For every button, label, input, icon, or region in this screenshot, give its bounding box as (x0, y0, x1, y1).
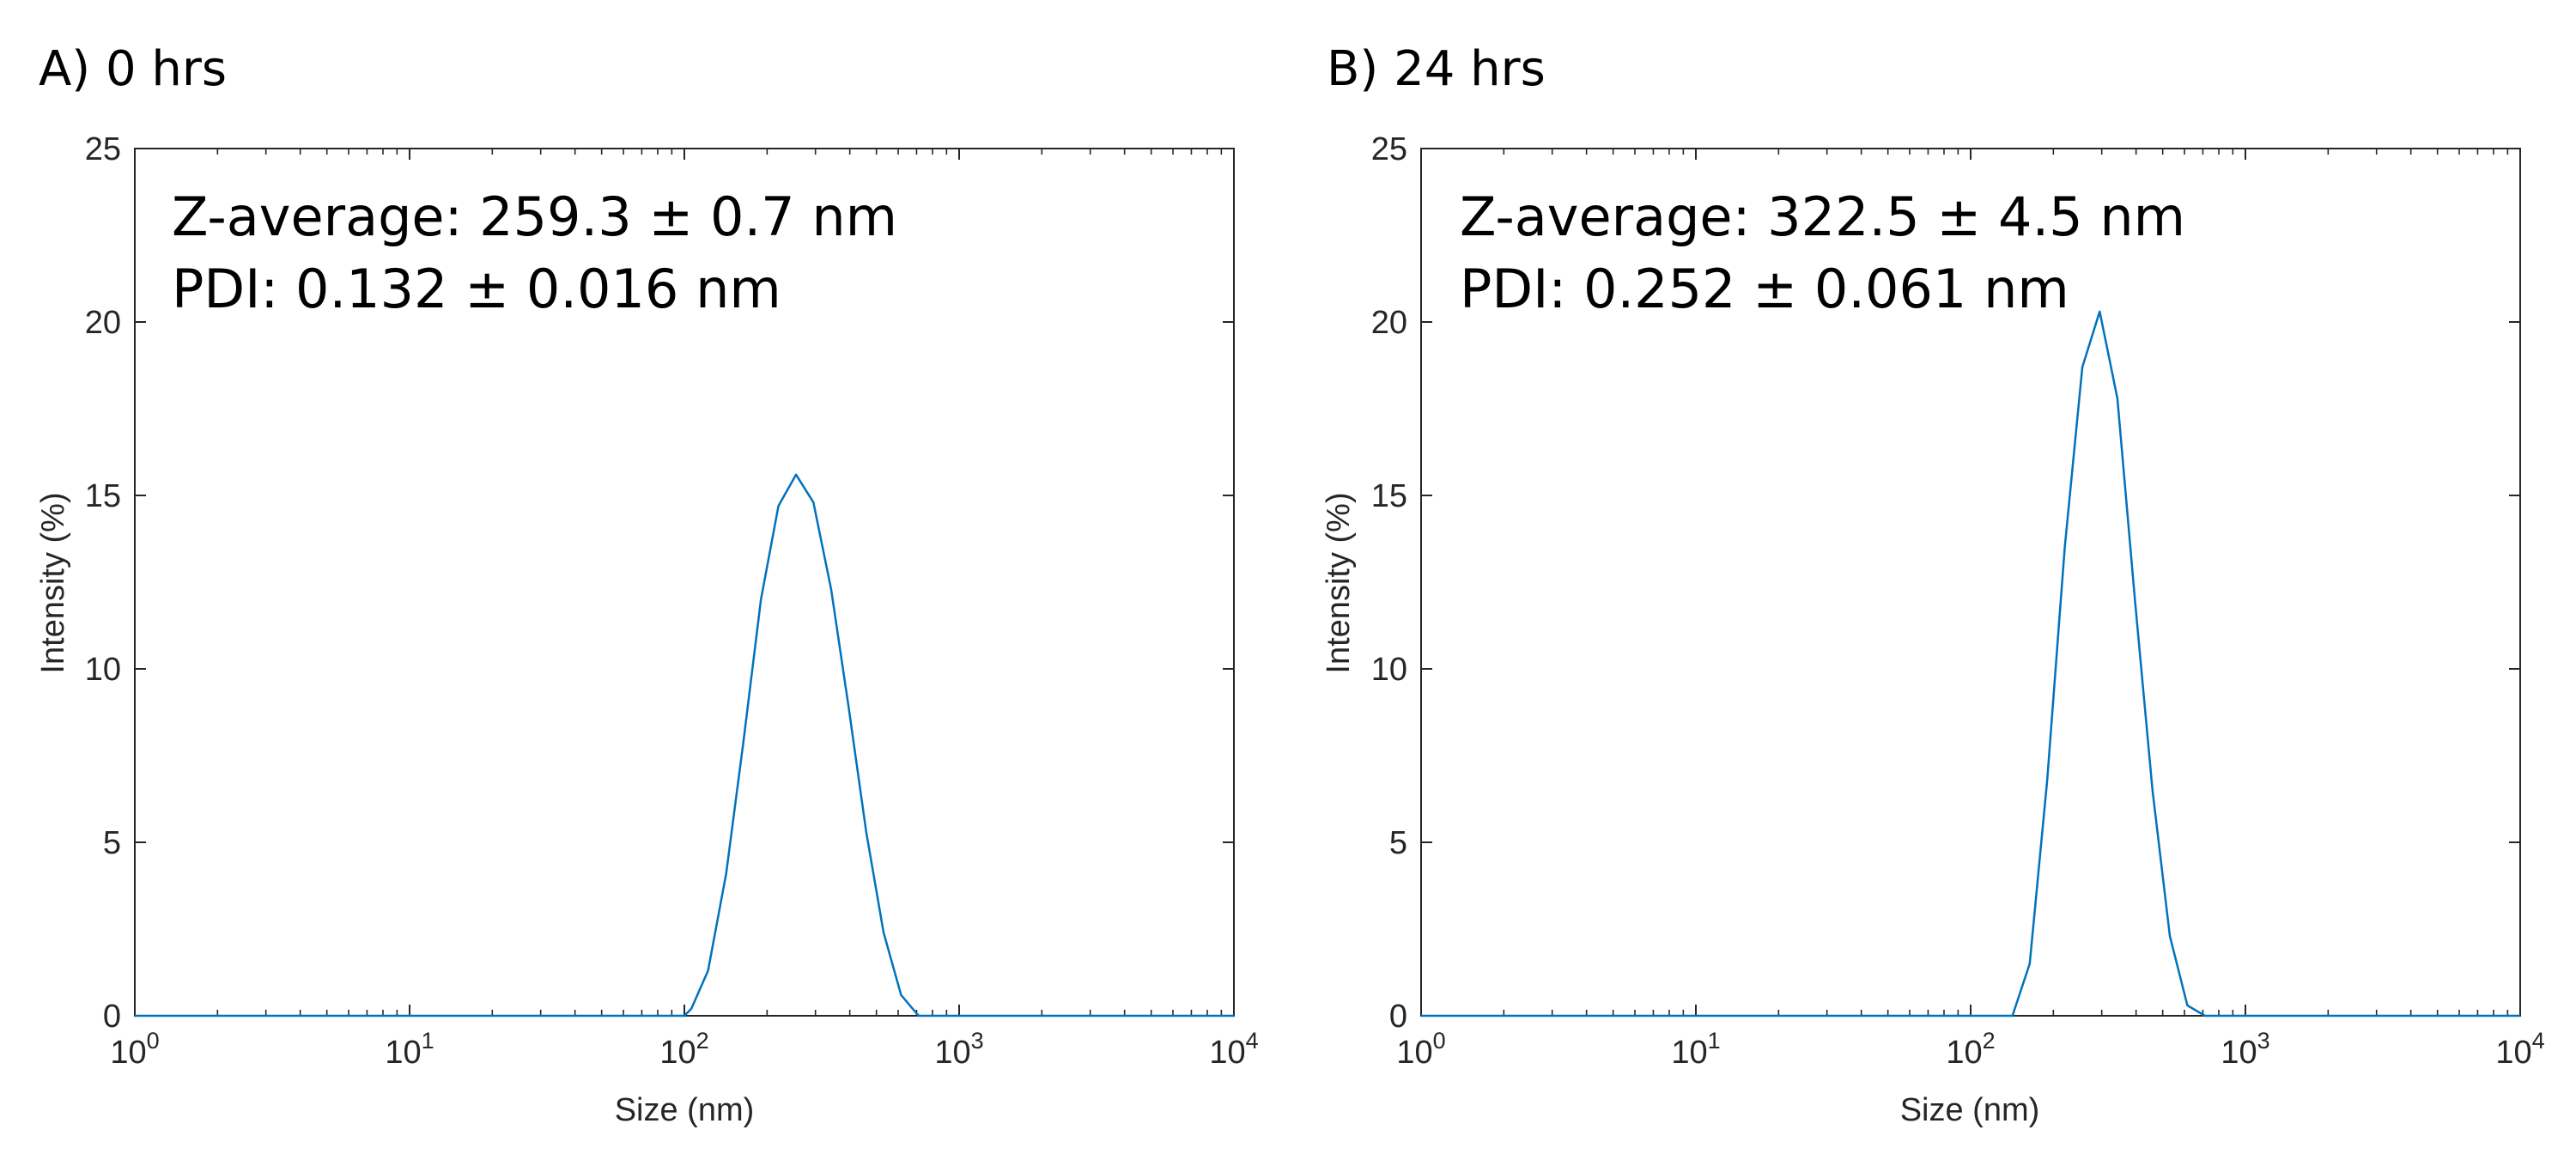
y-tick-label: 10 (1371, 652, 1407, 688)
x-tick-label: 101 (1671, 1028, 1720, 1071)
pdi-annotation: PDI: 0.252 ± 0.061 nm (1460, 258, 2069, 320)
y-tick-label: 25 (1371, 131, 1407, 167)
y-tick-label: 15 (85, 478, 121, 514)
panel-a: A) 0 hrs 0 5 10 15 20 25 100 101 102 103 104 Z-ave… (35, 41, 1259, 1128)
y-tick-label: 0 (1389, 999, 1407, 1035)
x-tick-label: 100 (110, 1028, 159, 1071)
x-tick-label: 102 (659, 1028, 708, 1071)
panel-label: B) 24 hrs (1327, 41, 1546, 97)
y-tick-label: 0 (103, 999, 121, 1035)
x-tick-label: 102 (1946, 1028, 1995, 1071)
intensity-line (135, 473, 1234, 1017)
panel-b: B) 24 hrs 0 5 10 15 20 25 100 101 102 103 104 Z-av… (1321, 41, 2545, 1128)
y-tick-label: 20 (1371, 305, 1407, 341)
x-tick-label: 100 (1396, 1028, 1445, 1071)
pdi-annotation: PDI: 0.132 ± 0.016 nm (172, 258, 781, 320)
y-axis-label: Intensity (%) (35, 492, 71, 673)
y-tick-label: 10 (85, 652, 121, 688)
y-tick-label: 20 (85, 305, 121, 341)
x-tick-label: 103 (2221, 1028, 2269, 1071)
x-tick-label: 104 (1209, 1028, 1258, 1071)
y-tick-label: 5 (1389, 825, 1407, 861)
x-tick-label: 101 (385, 1028, 434, 1071)
x-axis-label: Size (nm) (615, 1092, 755, 1128)
intensity-line (1421, 310, 2520, 1017)
x-tick-label: 103 (934, 1028, 983, 1071)
x-tick-label: 104 (2495, 1028, 2544, 1071)
x-axis-label: Size (nm) (1900, 1092, 2040, 1128)
z-average-annotation: Z-average: 259.3 ± 0.7 nm (172, 185, 897, 248)
panel-label: A) 0 hrs (39, 41, 227, 97)
y-tick-label: 15 (1371, 478, 1407, 514)
y-tick-label: 25 (85, 131, 121, 167)
y-tick-label: 5 (103, 825, 121, 861)
z-average-annotation: Z-average: 322.5 ± 4.5 nm (1460, 185, 2185, 248)
y-axis-label: Intensity (%) (1321, 492, 1357, 673)
